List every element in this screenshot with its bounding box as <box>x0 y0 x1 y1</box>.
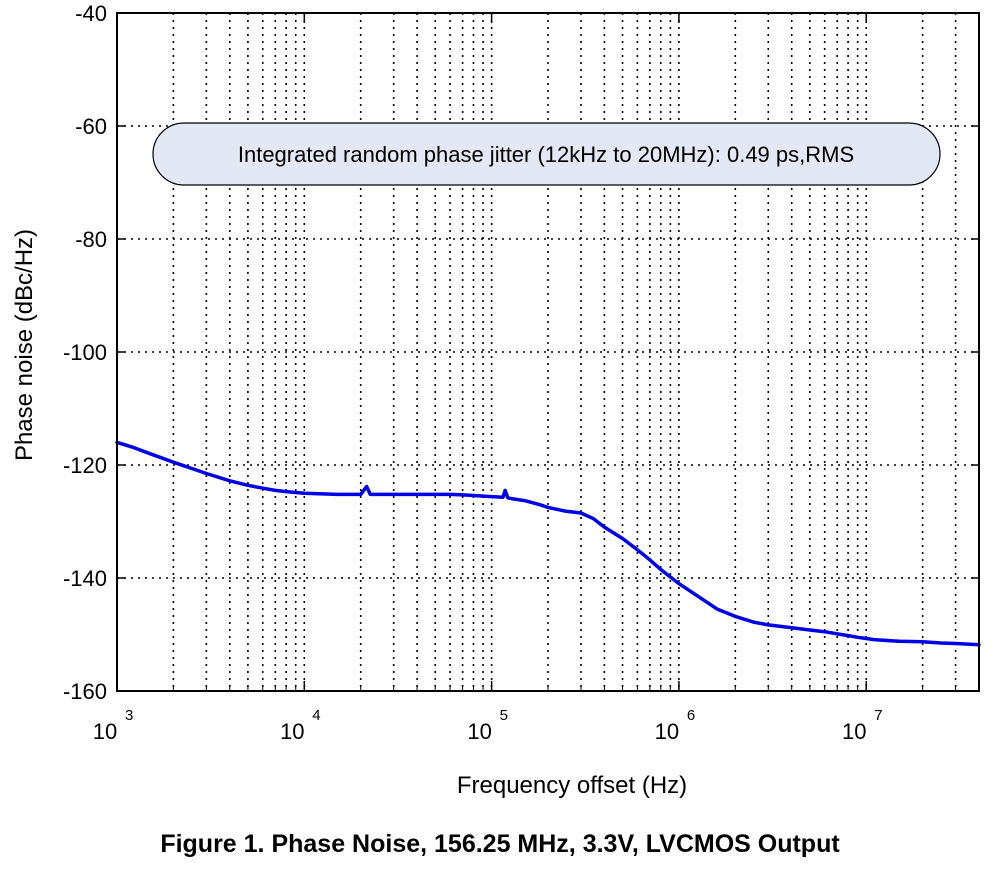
y-tick-label: -80 <box>75 227 107 252</box>
x-tick-label: 10 <box>842 719 866 744</box>
plot-frame <box>116 12 980 692</box>
x-tick-label: 10 <box>280 719 304 744</box>
x-axis-ticks: 10 3 10 4 10 5 10 6 10 7 <box>93 13 957 744</box>
y-tick-label: -100 <box>63 340 107 365</box>
annotation-text: Integrated random phase jitter (12kHz to… <box>238 142 854 167</box>
x-tick-exponent: 3 <box>125 707 133 724</box>
x-tick-label: 10 <box>93 719 117 744</box>
x-tick-label: 10 <box>655 719 679 744</box>
y-axis-ticks: -40 -60 -80 -100 -120 -140 -160 <box>63 1 979 704</box>
y-tick-label: -160 <box>63 679 107 704</box>
x-tick-exponent: 5 <box>500 707 508 724</box>
x-tick-exponent: 6 <box>687 707 695 724</box>
y-tick-label: -60 <box>75 114 107 139</box>
y-tick-label: -120 <box>63 453 107 478</box>
figure-caption: Figure 1. Phase Noise, 156.25 MHz, 3.3V,… <box>160 830 840 858</box>
x-tick-exponent: 7 <box>874 707 882 724</box>
series-layer <box>115 440 981 647</box>
x-axis-title: Frequency offset (Hz) <box>457 772 687 799</box>
x-tick-label: 10 <box>467 719 491 744</box>
y-tick-label: -140 <box>63 566 107 591</box>
annotation-box <box>152 122 941 186</box>
x-tick-exponent: 4 <box>312 707 320 724</box>
grid <box>117 13 979 691</box>
y-axis-title: Phase noise (dBc/Hz) <box>11 229 38 461</box>
series-line-phase-noise <box>115 440 981 647</box>
y-tick-label: -40 <box>75 1 107 26</box>
